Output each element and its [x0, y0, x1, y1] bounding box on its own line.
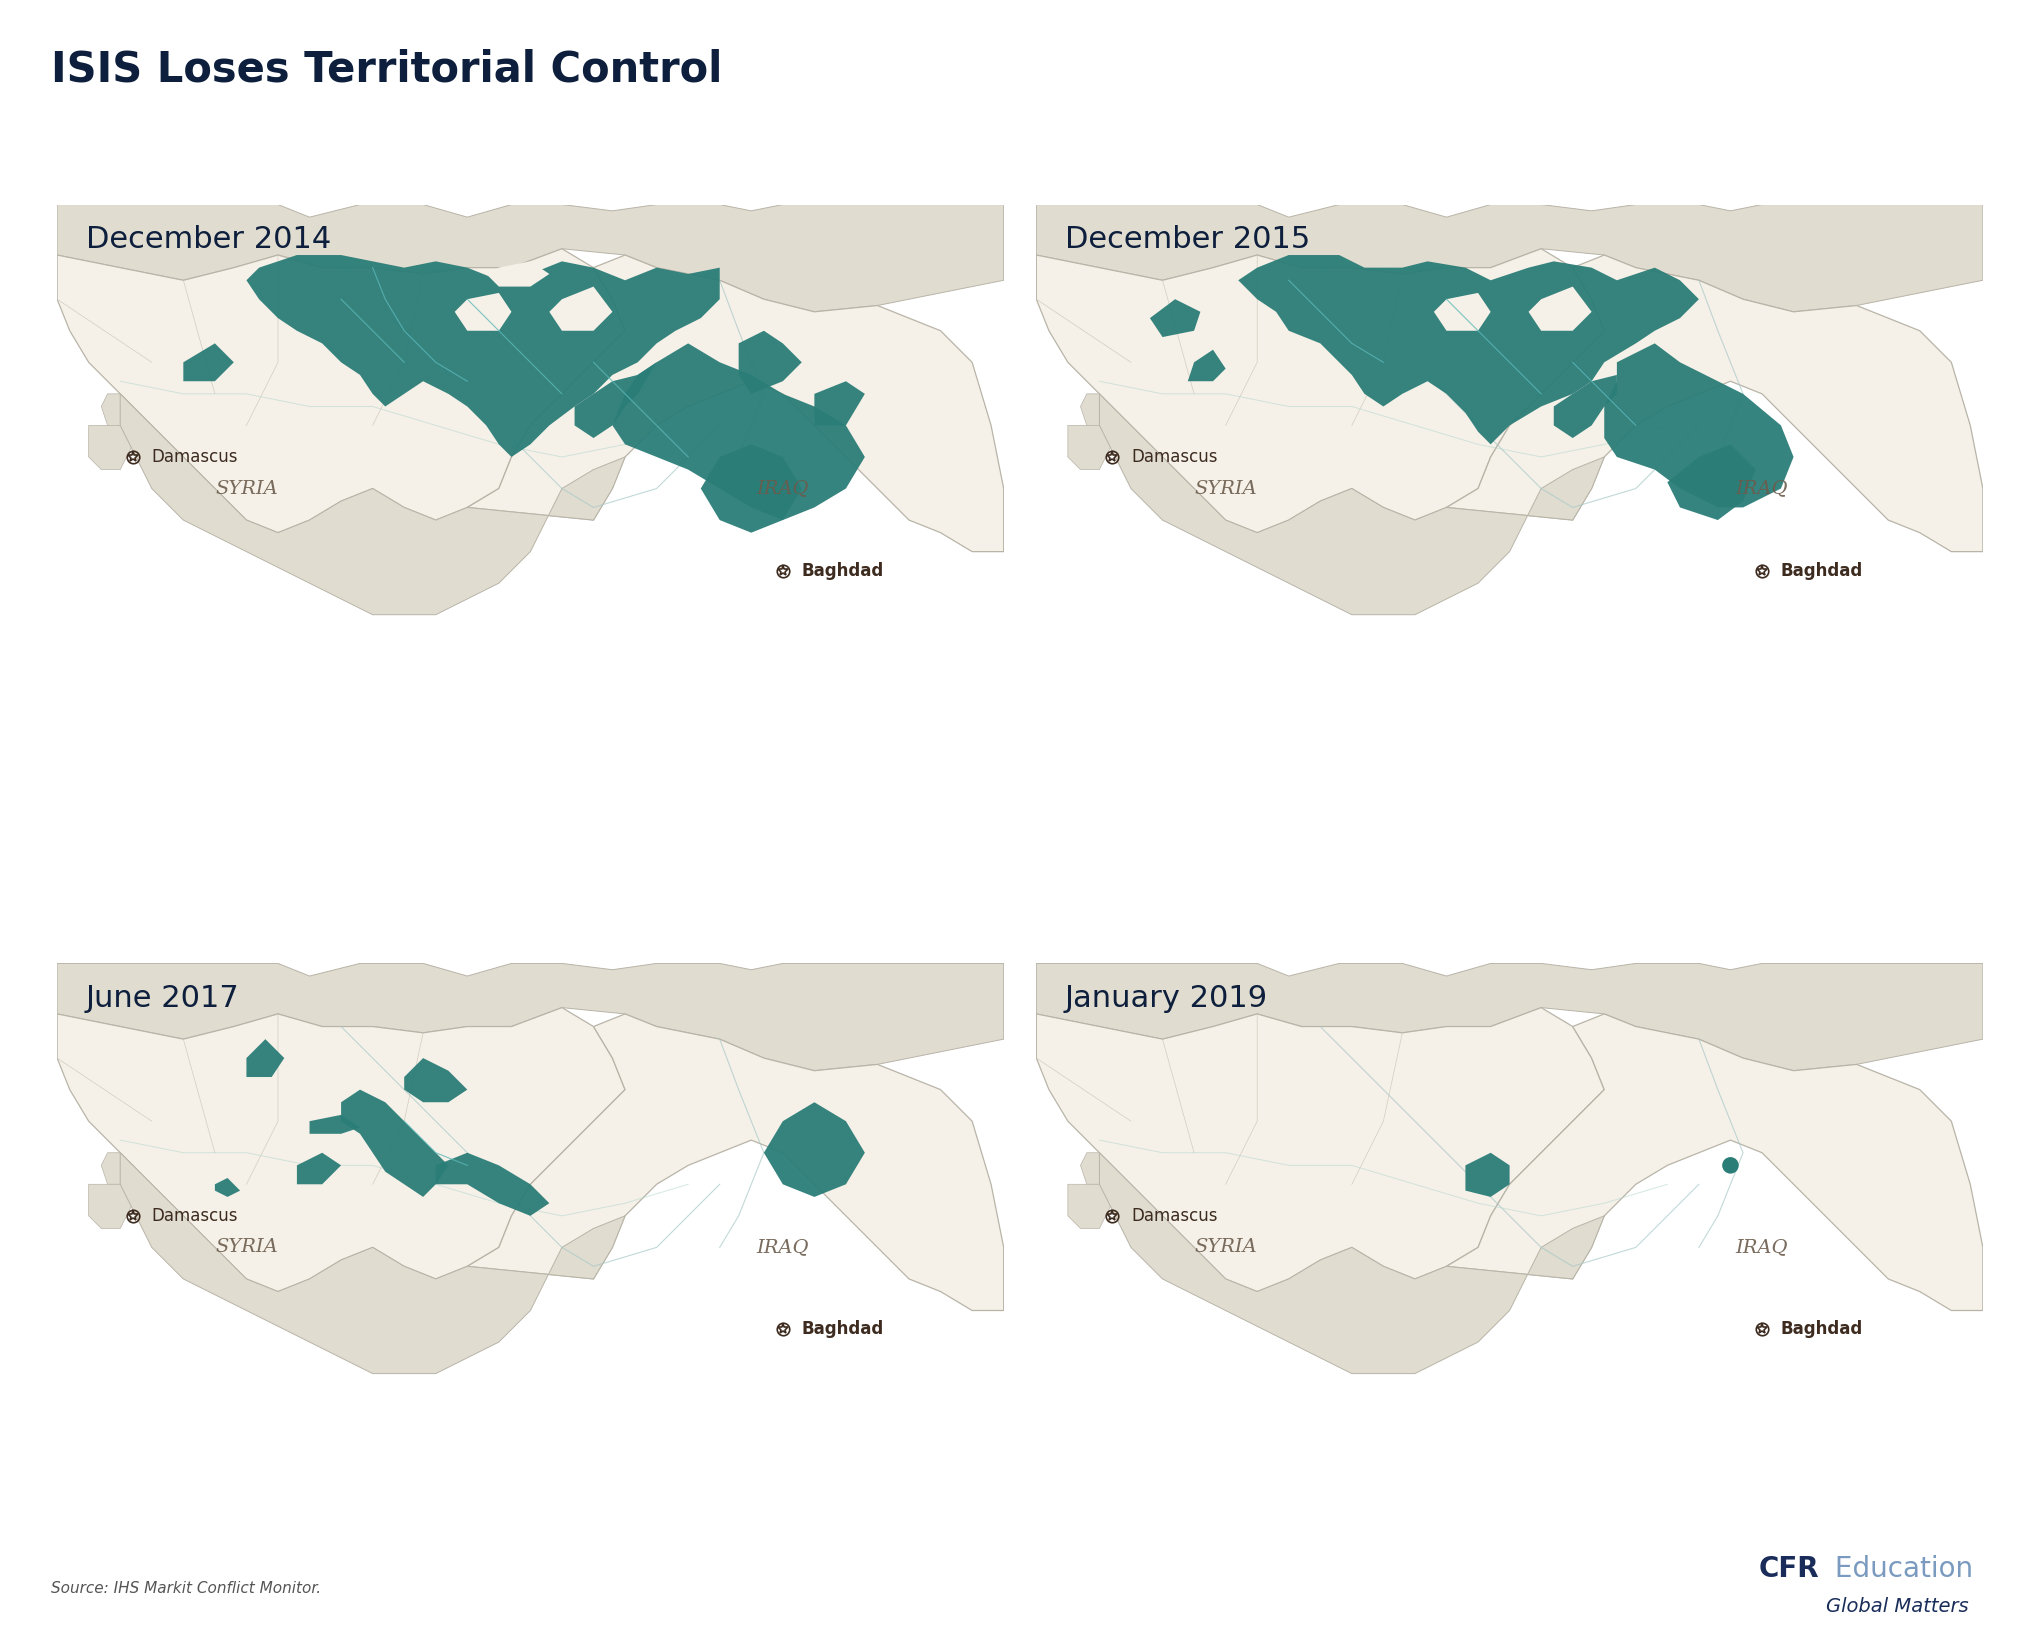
- Polygon shape: [1036, 963, 1982, 1071]
- Polygon shape: [1066, 1185, 1111, 1229]
- Text: CFR: CFR: [1758, 1555, 1819, 1583]
- Text: Baghdad: Baghdad: [1780, 1320, 1862, 1338]
- Polygon shape: [1036, 1007, 1603, 1291]
- Text: IRAQ: IRAQ: [1735, 480, 1788, 498]
- Polygon shape: [1066, 426, 1111, 470]
- Polygon shape: [1099, 1152, 1603, 1374]
- Polygon shape: [436, 1152, 548, 1216]
- Polygon shape: [57, 248, 624, 532]
- Polygon shape: [1150, 299, 1199, 338]
- Polygon shape: [814, 382, 865, 426]
- Polygon shape: [455, 292, 512, 331]
- Text: Source: IHS Markit Conflict Monitor.: Source: IHS Markit Conflict Monitor.: [51, 1581, 320, 1596]
- Polygon shape: [57, 963, 1003, 1071]
- Text: January 2019: January 2019: [1064, 984, 1266, 1012]
- Text: Baghdad: Baghdad: [1780, 561, 1862, 579]
- Polygon shape: [1446, 255, 1982, 552]
- Polygon shape: [1036, 204, 1982, 312]
- Text: SYRIA: SYRIA: [214, 480, 277, 498]
- Polygon shape: [1464, 1152, 1509, 1196]
- Polygon shape: [1187, 349, 1225, 382]
- Text: Baghdad: Baghdad: [801, 561, 883, 579]
- Text: IRAQ: IRAQ: [756, 1239, 809, 1257]
- Polygon shape: [1666, 444, 1756, 521]
- Polygon shape: [1554, 375, 1617, 437]
- Polygon shape: [1036, 248, 1603, 532]
- Text: Baghdad: Baghdad: [801, 1320, 883, 1338]
- Text: December 2014: December 2014: [86, 225, 330, 253]
- Polygon shape: [120, 393, 624, 615]
- Polygon shape: [298, 1152, 341, 1185]
- Text: Damascus: Damascus: [151, 1206, 239, 1226]
- Polygon shape: [120, 1152, 624, 1374]
- Polygon shape: [1081, 393, 1111, 426]
- Polygon shape: [310, 1115, 359, 1134]
- Polygon shape: [88, 426, 133, 470]
- Polygon shape: [467, 1013, 1003, 1310]
- Text: Global Matters: Global Matters: [1825, 1596, 1968, 1616]
- Polygon shape: [247, 255, 720, 457]
- Text: June 2017: June 2017: [86, 984, 239, 1012]
- Polygon shape: [1527, 287, 1590, 331]
- Text: Education: Education: [1825, 1555, 1972, 1583]
- Polygon shape: [1081, 1152, 1111, 1185]
- Text: IRAQ: IRAQ: [756, 480, 809, 498]
- Polygon shape: [214, 1178, 241, 1196]
- Polygon shape: [404, 1058, 467, 1102]
- Text: IRAQ: IRAQ: [1735, 1239, 1788, 1257]
- Polygon shape: [575, 362, 657, 437]
- Polygon shape: [701, 444, 801, 532]
- Polygon shape: [763, 1102, 865, 1196]
- Polygon shape: [247, 1040, 283, 1077]
- Text: SYRIA: SYRIA: [1193, 480, 1256, 498]
- Text: ISIS Loses Territorial Control: ISIS Loses Territorial Control: [51, 49, 722, 91]
- Polygon shape: [102, 1152, 133, 1185]
- Polygon shape: [548, 287, 612, 331]
- Text: SYRIA: SYRIA: [1193, 1239, 1256, 1257]
- Polygon shape: [341, 1090, 449, 1196]
- Polygon shape: [1238, 255, 1698, 444]
- Polygon shape: [738, 331, 801, 393]
- Text: Damascus: Damascus: [151, 447, 239, 467]
- Text: SYRIA: SYRIA: [214, 1239, 277, 1257]
- Polygon shape: [1603, 343, 1792, 508]
- Polygon shape: [467, 255, 1003, 552]
- Polygon shape: [57, 204, 1003, 312]
- Polygon shape: [1099, 393, 1603, 615]
- Polygon shape: [184, 343, 234, 382]
- Polygon shape: [57, 1007, 624, 1291]
- Polygon shape: [485, 261, 548, 287]
- Text: Damascus: Damascus: [1130, 1206, 1217, 1226]
- Polygon shape: [102, 393, 133, 426]
- Polygon shape: [1433, 292, 1491, 331]
- Polygon shape: [88, 1185, 133, 1229]
- Text: Damascus: Damascus: [1130, 447, 1217, 467]
- Polygon shape: [612, 343, 865, 521]
- Circle shape: [1723, 1157, 1737, 1173]
- Polygon shape: [1446, 1013, 1982, 1310]
- Text: December 2015: December 2015: [1064, 225, 1309, 253]
